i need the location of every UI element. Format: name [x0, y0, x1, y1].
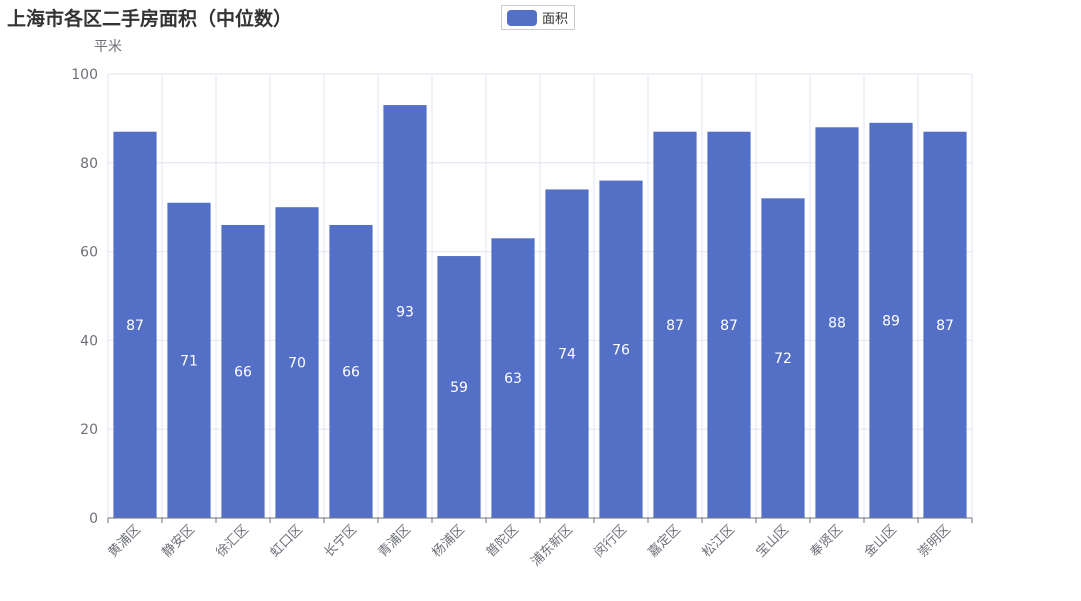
x-tick-label: 青浦区	[376, 522, 414, 560]
x-tick-label: 长宁区	[321, 522, 360, 561]
x-tick-label: 虹口区	[268, 522, 306, 560]
x-tick-label: 金山区	[861, 522, 900, 561]
bar-value-label: 87	[126, 318, 144, 334]
bar-value-label: 87	[720, 318, 738, 334]
bar-value-label: 74	[558, 347, 576, 363]
bar-value-label: 88	[828, 316, 846, 332]
x-tick-label: 嘉定区	[646, 522, 684, 560]
bar-value-label: 93	[396, 305, 414, 321]
bar[interactable]	[491, 238, 535, 518]
bar[interactable]	[221, 224, 265, 518]
x-tick-label: 宝山区	[754, 522, 792, 560]
x-tick-label: 静安区	[160, 522, 198, 560]
bar[interactable]	[275, 207, 319, 518]
chart-title: 上海市各区二手房面积（中位数）	[7, 8, 293, 30]
bar[interactable]	[707, 131, 751, 518]
bar[interactable]	[869, 122, 913, 518]
bar-value-label: 70	[288, 356, 306, 372]
bar[interactable]	[383, 105, 427, 518]
y-axis-label: 平米	[94, 39, 122, 55]
bar[interactable]	[653, 131, 697, 518]
bar-value-label: 71	[180, 353, 198, 369]
x-tick-label: 杨浦区	[430, 522, 468, 560]
bar[interactable]	[599, 180, 643, 518]
bar-value-label: 66	[234, 364, 252, 380]
y-tick-label: 80	[80, 156, 98, 172]
x-tick-label: 崇明区	[916, 522, 954, 560]
bar[interactable]	[545, 189, 589, 518]
bar-value-label: 89	[882, 313, 900, 329]
y-tick-label: 40	[80, 333, 98, 349]
y-tick-label: 20	[80, 422, 98, 438]
bar-value-label: 63	[504, 371, 522, 387]
x-tick-label: 徐汇区	[214, 522, 252, 560]
bar[interactable]	[761, 198, 805, 518]
bar-value-label: 59	[450, 380, 468, 396]
x-tick-label: 闵行区	[592, 522, 630, 560]
bar[interactable]	[329, 224, 373, 518]
bars: 87 71 66 70 66 93 59 63 74 76 87 87 72 88 89 87	[113, 105, 967, 518]
x-tick-label: 奉贤区	[808, 522, 846, 560]
y-tick-label: 0	[89, 511, 98, 527]
x-tick-label: 黄浦区	[106, 522, 144, 560]
x-tick-label: 浦东新区	[528, 522, 576, 570]
bar-value-label: 87	[936, 318, 954, 334]
legend-swatch	[507, 9, 537, 26]
bar-value-label: 66	[342, 364, 360, 380]
bar[interactable]	[815, 127, 859, 518]
bar[interactable]	[923, 131, 967, 518]
bar[interactable]	[167, 202, 211, 518]
bar[interactable]	[437, 256, 481, 518]
bar[interactable]	[113, 131, 157, 518]
x-tick-label: 松江区	[700, 522, 738, 560]
x-tick-label: 普陀区	[483, 522, 522, 561]
bar-value-label: 72	[774, 351, 792, 367]
legend-label: 面积	[542, 12, 569, 27]
y-tick-label: 60	[80, 245, 98, 261]
bar-value-label: 76	[612, 342, 630, 358]
bar-value-label: 87	[666, 318, 684, 334]
y-tick-label: 100	[71, 67, 98, 83]
legend[interactable]: 面积	[501, 5, 576, 30]
